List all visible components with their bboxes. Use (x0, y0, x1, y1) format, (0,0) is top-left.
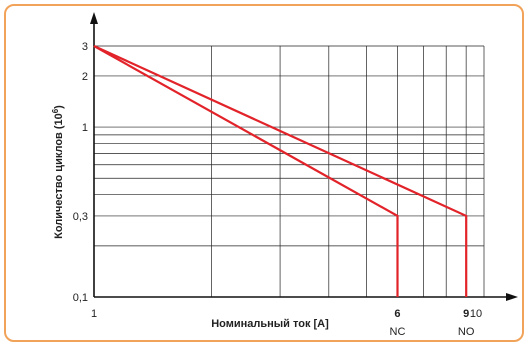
y-tick-label-3: 3 (82, 41, 88, 53)
y-tick-label-0-1: 0,1 (73, 292, 88, 304)
x-axis-arrow (506, 293, 518, 301)
x-tick-label-10: 10 (470, 308, 482, 320)
contact-label-nc: NC (390, 326, 406, 338)
y-tick-label-1: 1 (82, 122, 88, 134)
labels-group: 1 6 9 10 3 2 1 0,3 0,1 NC NO (73, 41, 482, 338)
series-line-no (93, 44, 468, 297)
x-axis-label: Номинальный ток [A] (211, 318, 329, 330)
contact-label-no: NO (458, 326, 475, 338)
series-line-nc (93, 45, 399, 297)
grid (93, 45, 485, 298)
axes (90, 12, 518, 301)
x-tick-label-6: 6 (394, 308, 400, 320)
x-tick-label-9: 9 (463, 308, 469, 320)
y-tick-label-0-3: 0,3 (73, 211, 88, 223)
x-tick-label-1: 1 (91, 308, 97, 320)
series-group (93, 44, 468, 297)
y-axis-arrow (90, 12, 98, 24)
y-axis-label: Количество циклов (106) (51, 105, 65, 239)
y-tick-label-2: 2 (82, 71, 88, 83)
chart-frame (4, 4, 524, 342)
